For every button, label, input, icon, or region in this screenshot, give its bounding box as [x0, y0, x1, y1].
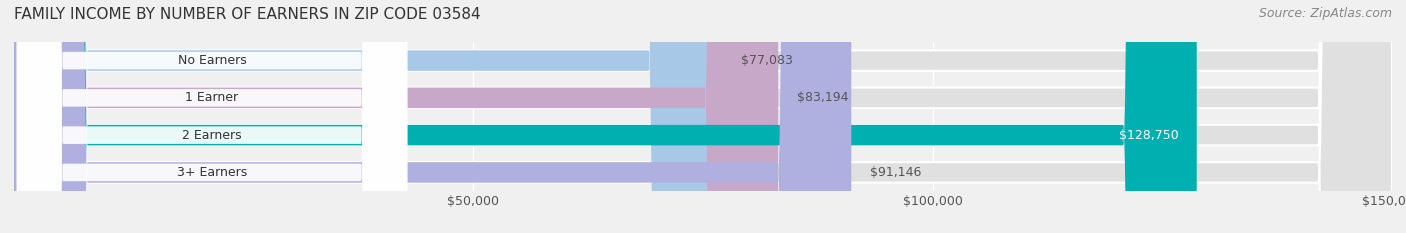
FancyBboxPatch shape: [17, 0, 408, 233]
Text: 2 Earners: 2 Earners: [183, 129, 242, 142]
Text: $77,083: $77,083: [741, 54, 793, 67]
FancyBboxPatch shape: [14, 0, 723, 233]
FancyBboxPatch shape: [14, 0, 1392, 233]
FancyBboxPatch shape: [14, 0, 851, 233]
FancyBboxPatch shape: [14, 0, 1197, 233]
Text: $91,146: $91,146: [870, 166, 921, 179]
FancyBboxPatch shape: [17, 0, 408, 233]
FancyBboxPatch shape: [14, 0, 1392, 233]
Text: No Earners: No Earners: [177, 54, 246, 67]
FancyBboxPatch shape: [14, 0, 1392, 233]
Text: $83,194: $83,194: [797, 91, 848, 104]
FancyBboxPatch shape: [17, 0, 408, 233]
Text: 1 Earner: 1 Earner: [186, 91, 239, 104]
Text: Source: ZipAtlas.com: Source: ZipAtlas.com: [1258, 7, 1392, 20]
FancyBboxPatch shape: [14, 0, 779, 233]
Text: $128,750: $128,750: [1119, 129, 1178, 142]
Text: 3+ Earners: 3+ Earners: [177, 166, 247, 179]
Text: FAMILY INCOME BY NUMBER OF EARNERS IN ZIP CODE 03584: FAMILY INCOME BY NUMBER OF EARNERS IN ZI…: [14, 7, 481, 22]
FancyBboxPatch shape: [17, 0, 408, 233]
FancyBboxPatch shape: [14, 0, 1392, 233]
